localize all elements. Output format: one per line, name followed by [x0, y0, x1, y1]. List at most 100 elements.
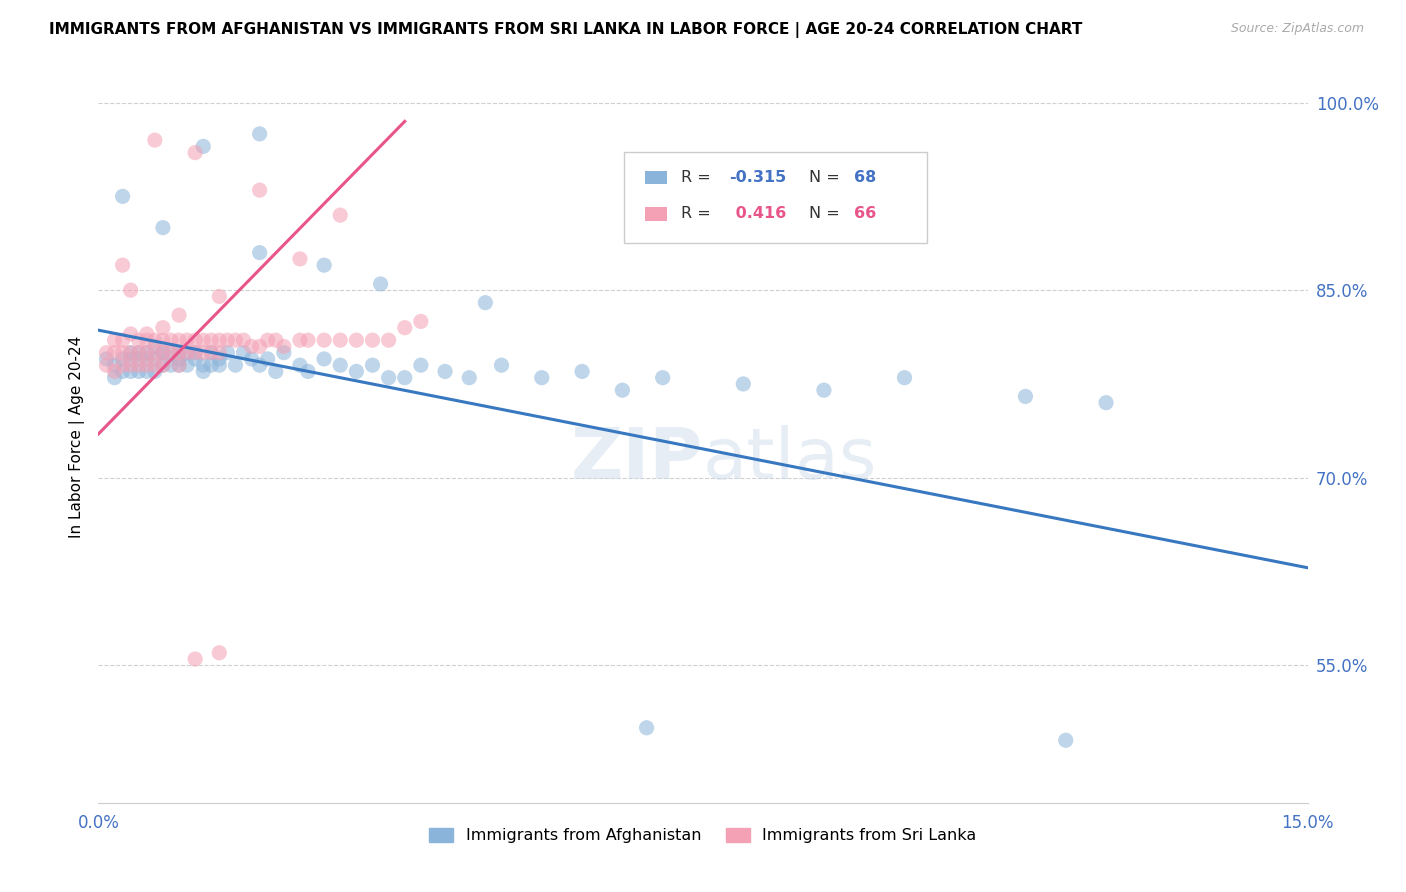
Point: [377, 333, 399, 347]
Text: IMMIGRANTS FROM AFGHANISTAN VS IMMIGRANTS FROM SRI LANKA IN LABOR FORCE | AGE 20: IMMIGRANTS FROM AFGHANISTAN VS IMMIGRANT…: [49, 22, 1083, 38]
Point: [273, 339, 295, 353]
Point: [651, 370, 673, 384]
Point: [184, 145, 207, 160]
Point: [167, 358, 190, 372]
Point: [96, 358, 118, 372]
Point: [1095, 395, 1118, 409]
Point: [232, 333, 254, 347]
Point: [120, 351, 142, 366]
Text: Source: ZipAtlas.com: Source: ZipAtlas.com: [1230, 22, 1364, 36]
Point: [434, 364, 457, 378]
Point: [1054, 733, 1077, 747]
Point: [128, 364, 150, 378]
Point: [200, 333, 222, 347]
Point: [160, 345, 183, 359]
Point: [193, 364, 215, 378]
Point: [143, 339, 166, 353]
Point: [135, 358, 157, 372]
Point: [120, 283, 142, 297]
Point: [111, 333, 134, 347]
Point: [103, 370, 125, 384]
Point: [474, 295, 496, 310]
Point: [193, 345, 215, 359]
Point: [288, 252, 311, 266]
Point: [208, 351, 231, 366]
Point: [314, 333, 336, 347]
Point: [200, 345, 222, 359]
Point: [176, 333, 198, 347]
FancyBboxPatch shape: [624, 152, 927, 244]
Point: [193, 358, 215, 372]
FancyBboxPatch shape: [645, 171, 666, 184]
Point: [167, 345, 190, 359]
Point: [120, 345, 142, 359]
Point: [143, 351, 166, 366]
Point: [288, 333, 311, 347]
Point: [1014, 389, 1036, 403]
Point: [733, 376, 755, 391]
Point: [224, 333, 246, 347]
Point: [135, 351, 157, 366]
Text: 0.416: 0.416: [730, 206, 786, 221]
Point: [103, 345, 125, 359]
Point: [160, 333, 183, 347]
Point: [111, 358, 134, 372]
Point: [135, 364, 157, 378]
Point: [128, 345, 150, 359]
Point: [344, 333, 367, 347]
Point: [409, 358, 432, 372]
Point: [297, 364, 319, 378]
Point: [96, 345, 118, 359]
Point: [240, 351, 263, 366]
Point: [208, 289, 231, 303]
Point: [160, 358, 183, 372]
Point: [143, 364, 166, 378]
Point: [361, 333, 384, 347]
Point: [160, 345, 183, 359]
Point: [612, 383, 634, 397]
Point: [329, 358, 352, 372]
Y-axis label: In Labor Force | Age 20-24: In Labor Force | Age 20-24: [69, 336, 84, 538]
Point: [152, 320, 174, 334]
Point: [361, 358, 384, 372]
Point: [135, 345, 157, 359]
Text: atlas: atlas: [703, 425, 877, 493]
Point: [329, 208, 352, 222]
Point: [111, 364, 134, 378]
Text: N =: N =: [810, 206, 845, 221]
Point: [120, 364, 142, 378]
Point: [530, 370, 553, 384]
Point: [128, 345, 150, 359]
Point: [152, 220, 174, 235]
Text: R =: R =: [682, 169, 716, 185]
Point: [176, 345, 198, 359]
Point: [143, 333, 166, 347]
Point: [128, 351, 150, 366]
Text: R =: R =: [682, 206, 716, 221]
Point: [208, 358, 231, 372]
Point: [249, 183, 271, 197]
Point: [273, 345, 295, 359]
Point: [217, 333, 239, 347]
Point: [394, 370, 416, 384]
Point: [256, 351, 278, 366]
Point: [96, 351, 118, 366]
Point: [256, 333, 278, 347]
Point: [491, 358, 513, 372]
Point: [288, 358, 311, 372]
Point: [329, 333, 352, 347]
Point: [176, 345, 198, 359]
Point: [314, 351, 336, 366]
Point: [240, 339, 263, 353]
Point: [152, 358, 174, 372]
Point: [394, 320, 416, 334]
Point: [208, 646, 231, 660]
Point: [314, 258, 336, 272]
Point: [249, 358, 271, 372]
Point: [167, 351, 190, 366]
Point: [135, 333, 157, 347]
Point: [152, 345, 174, 359]
Point: [120, 326, 142, 341]
Point: [111, 258, 134, 272]
Point: [111, 345, 134, 359]
